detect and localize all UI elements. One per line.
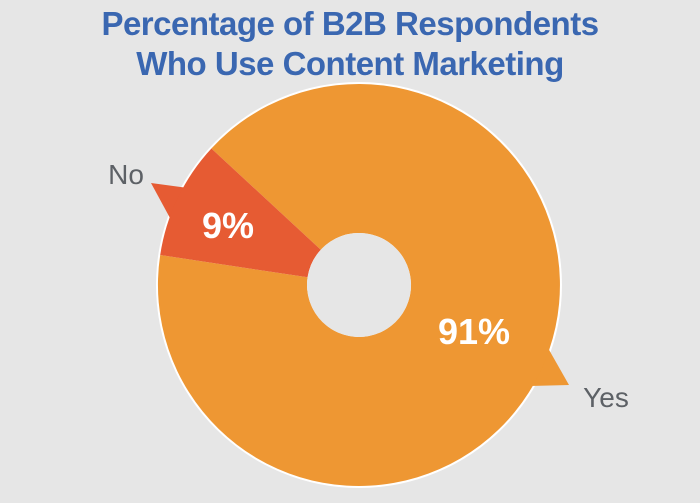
no-value-label: 9% <box>202 205 254 246</box>
yes-callout-pointer <box>530 348 569 386</box>
donut-hole <box>307 233 411 337</box>
chart-title: Percentage of B2B Respondents Who Use Co… <box>0 4 700 84</box>
no-callout-pointer <box>151 183 188 218</box>
slice-yes[interactable] <box>157 83 560 486</box>
yes-category-label: Yes <box>583 382 629 413</box>
chart-title-line-1: Percentage of B2B Respondents <box>101 5 599 42</box>
yes-value-label: 91% <box>438 311 510 352</box>
slice-no[interactable] <box>160 148 321 278</box>
no-category-label: No <box>108 159 144 190</box>
chart-title-line-2: Who Use Content Marketing <box>136 45 564 82</box>
